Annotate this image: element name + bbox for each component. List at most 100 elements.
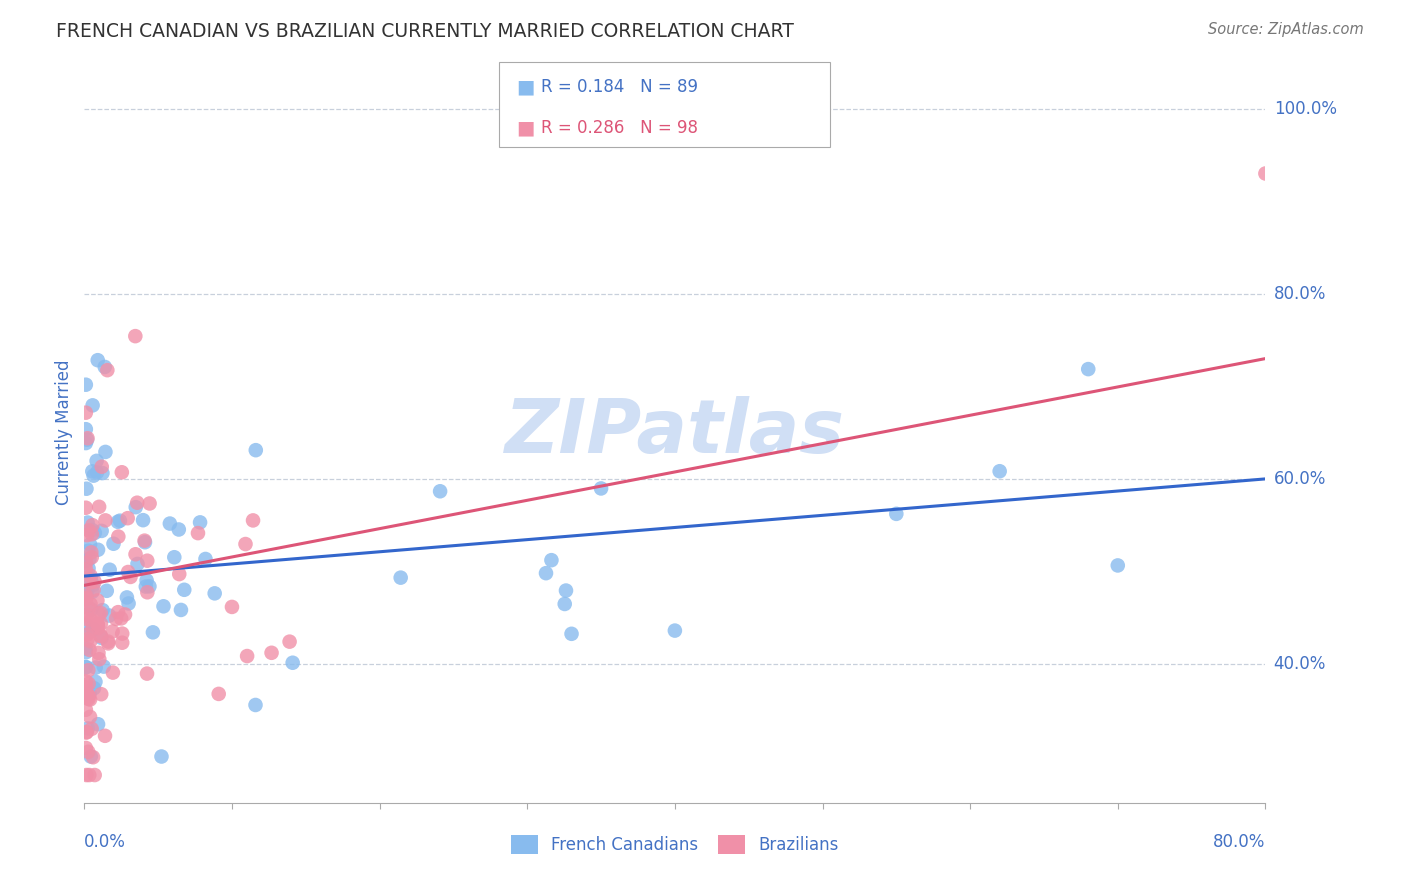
Point [86,593,108,607]
Point [79,692,101,706]
Point [77,523,100,537]
Point [76,722,98,736]
Point [110,611,132,625]
Point [150,749,173,764]
Point [429,484,451,499]
Point [75,618,97,632]
Point [167,523,190,537]
Point [90,629,112,643]
Point [107,605,129,619]
Y-axis label: Currently Married: Currently Married [55,359,73,506]
Point [83,525,105,540]
Point [105,612,128,626]
Point [77,688,100,702]
Point [134,535,156,549]
Point [87,607,110,621]
Point [163,550,186,565]
Point [76,628,98,642]
Point [108,514,131,528]
Point [94,513,117,527]
Point [86,454,108,468]
Point [127,557,149,571]
Point [75,436,97,450]
Point [75,641,97,656]
Point [540,553,562,567]
Point [101,624,124,639]
Point [79,597,101,611]
Point [97,634,120,648]
Point [79,710,101,724]
Point [77,580,100,594]
Point [87,646,110,660]
Point [84,674,107,689]
Point [82,518,104,533]
Point [120,570,142,584]
Point [138,579,160,593]
Point [79,575,101,590]
Point [75,725,97,739]
Point [136,585,159,599]
Point [188,516,211,530]
Point [115,591,138,605]
Point [170,603,193,617]
Point [87,353,110,368]
Point [75,500,97,515]
Point [136,554,159,568]
Point [117,565,139,579]
Text: ZIPatlas: ZIPatlas [505,396,845,469]
Point [80,749,103,764]
Point [96,583,118,598]
Point [77,690,100,705]
Point [111,465,134,479]
Point [167,567,190,582]
Point [127,496,149,510]
Point [83,574,105,589]
Point [555,583,578,598]
Point [87,542,110,557]
Point [80,602,103,616]
Point [135,574,157,588]
Point [194,552,217,566]
Point [135,580,157,594]
Point [80,572,103,586]
Point [79,686,101,700]
Point [75,674,97,689]
Point [97,636,120,650]
Point [208,687,231,701]
Point [77,601,100,615]
Point [664,624,686,638]
Point [98,563,121,577]
Point [80,722,103,736]
Point [90,524,112,538]
Point [79,568,101,582]
Point [134,533,156,548]
Point [75,703,97,717]
Point [561,627,583,641]
Point [79,551,101,566]
Point [94,359,117,374]
Point [98,608,121,623]
Point [90,606,112,620]
Point [77,543,100,558]
Point [79,634,101,648]
Point [75,562,97,576]
Point [221,599,243,614]
Point [235,537,257,551]
Point [75,740,97,755]
Point [124,547,146,561]
Point [82,578,104,592]
Point [91,603,114,617]
Point [79,643,101,657]
Point [90,631,112,645]
Point [82,584,104,599]
Point [75,406,97,420]
Point [117,511,139,525]
Point [83,623,105,637]
Point [236,648,259,663]
Point [83,681,105,695]
Point [75,612,97,626]
Point [80,527,103,541]
Point [159,516,181,531]
Point [76,528,98,542]
Point [114,607,136,622]
